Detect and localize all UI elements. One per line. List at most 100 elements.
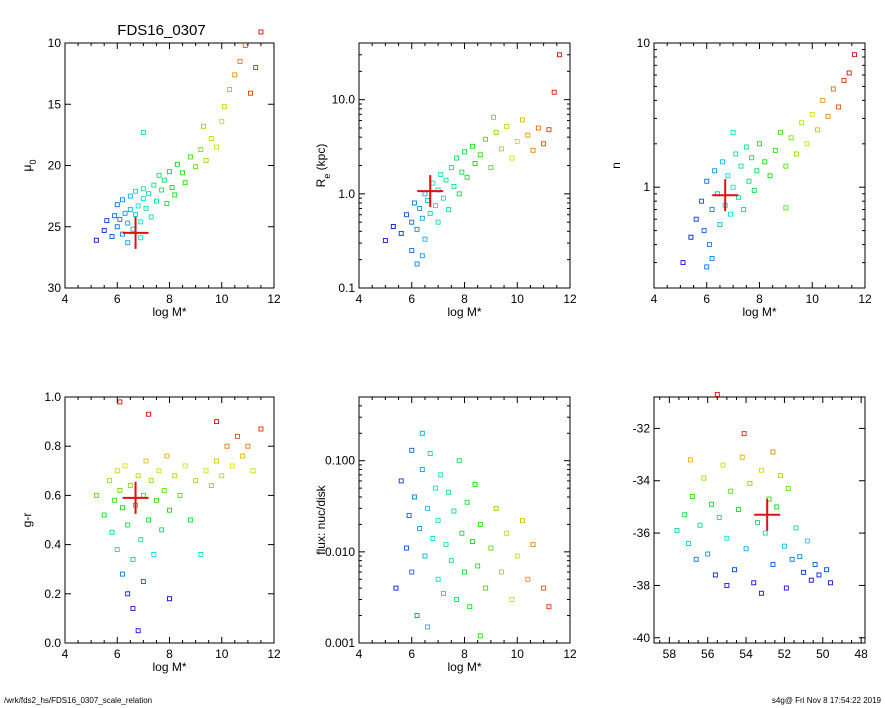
data-point xyxy=(430,536,436,541)
data-point xyxy=(824,567,830,573)
data-point xyxy=(167,169,172,175)
data-point xyxy=(758,590,764,596)
data-point xyxy=(448,165,454,171)
data-point xyxy=(221,104,227,110)
x-tick-label: 48 xyxy=(854,647,868,661)
data-point xyxy=(732,567,738,573)
data-point xyxy=(686,541,691,547)
data-point xyxy=(409,219,415,225)
data-point xyxy=(232,72,238,78)
data-point xyxy=(454,597,460,602)
data-point xyxy=(793,151,799,157)
data-point xyxy=(781,543,787,549)
data-point xyxy=(411,200,417,206)
data-point xyxy=(797,554,803,560)
data-point xyxy=(706,242,712,248)
data-point xyxy=(488,545,494,551)
data-point xyxy=(208,483,214,489)
data-point xyxy=(117,488,123,493)
y-axis-label: n xyxy=(609,162,623,169)
data-point xyxy=(525,132,531,138)
y-tick-label: 0.0 xyxy=(44,636,61,650)
data-point xyxy=(156,172,162,178)
data-point xyxy=(224,443,230,449)
data-point xyxy=(172,473,178,479)
data-point xyxy=(509,597,515,602)
data-point xyxy=(783,585,789,591)
data-point xyxy=(504,530,510,536)
y-tick-label: 0.4 xyxy=(44,538,61,552)
data-point xyxy=(712,168,718,174)
data-point xyxy=(114,468,120,474)
data-point xyxy=(459,530,465,536)
data-point xyxy=(214,419,219,425)
data-point xyxy=(169,185,175,191)
data-point xyxy=(693,556,699,562)
data-point xyxy=(514,139,520,144)
data-point xyxy=(477,521,483,527)
data-point xyxy=(161,177,167,183)
data-point xyxy=(182,180,188,186)
data-point xyxy=(793,525,799,531)
data-point xyxy=(785,486,791,492)
data-point xyxy=(467,604,473,610)
panel-gr: 4 6 8 10 12 0.0 0.2 0.4 0.6 0.8 1.0 log M* g-r xyxy=(20,390,281,674)
data-point xyxy=(783,205,789,211)
data-point xyxy=(425,198,431,203)
data-point xyxy=(454,155,460,161)
data-point xyxy=(159,187,165,193)
data-point xyxy=(477,633,483,639)
y-axis-label: μ0 xyxy=(20,160,38,172)
data-point xyxy=(240,453,246,459)
x-tick-label: 10 xyxy=(806,292,820,306)
x-tick-label: 4 xyxy=(356,292,363,306)
footer-stamp: s4g@ Fri Nov 8 17:54:22 2019 xyxy=(771,696,881,705)
data-point xyxy=(724,535,730,541)
data-point xyxy=(498,146,504,152)
data-point xyxy=(404,545,409,551)
data-point xyxy=(172,192,178,198)
data-point xyxy=(393,585,399,591)
data-point xyxy=(541,585,547,591)
data-point xyxy=(427,210,433,216)
data-point xyxy=(469,143,475,149)
x-tick-label: 8 xyxy=(166,292,173,306)
x-tick-label: 8 xyxy=(461,292,468,306)
data-point xyxy=(520,117,525,123)
data-point xyxy=(725,173,731,179)
data-point xyxy=(520,518,525,524)
data-point xyxy=(135,473,141,479)
data-point xyxy=(161,488,167,493)
data-point xyxy=(125,240,131,246)
data-point xyxy=(483,136,489,142)
data-point xyxy=(716,514,722,520)
data-point xyxy=(198,147,204,153)
y-tick-label: -38 xyxy=(633,578,651,592)
data-point xyxy=(514,553,520,559)
x-tick-label: 10 xyxy=(511,647,525,661)
data-point xyxy=(140,186,146,192)
data-point xyxy=(440,590,446,596)
data-point xyxy=(146,191,152,197)
data-points xyxy=(93,29,264,246)
data-point xyxy=(491,114,496,120)
data-point xyxy=(414,261,420,267)
panel-re: 4 6 8 10 12 0.1 1.0 10.0 log M* Re (kpc) xyxy=(314,42,577,319)
y-tick-label: 10 xyxy=(637,36,651,50)
plot-frame xyxy=(64,396,275,644)
data-point xyxy=(237,58,243,64)
data-point xyxy=(504,123,510,129)
data-point xyxy=(687,457,693,463)
y-tick-label: 0.6 xyxy=(44,488,61,502)
data-point xyxy=(456,458,462,464)
data-point xyxy=(398,230,404,236)
data-point xyxy=(846,70,852,76)
y-tick-label: 0.8 xyxy=(44,439,61,453)
data-point xyxy=(754,168,760,174)
data-point xyxy=(820,97,826,103)
data-point xyxy=(117,399,123,405)
data-point xyxy=(174,161,180,167)
data-point xyxy=(799,120,805,126)
data-point xyxy=(198,551,204,557)
data-point xyxy=(138,235,144,241)
